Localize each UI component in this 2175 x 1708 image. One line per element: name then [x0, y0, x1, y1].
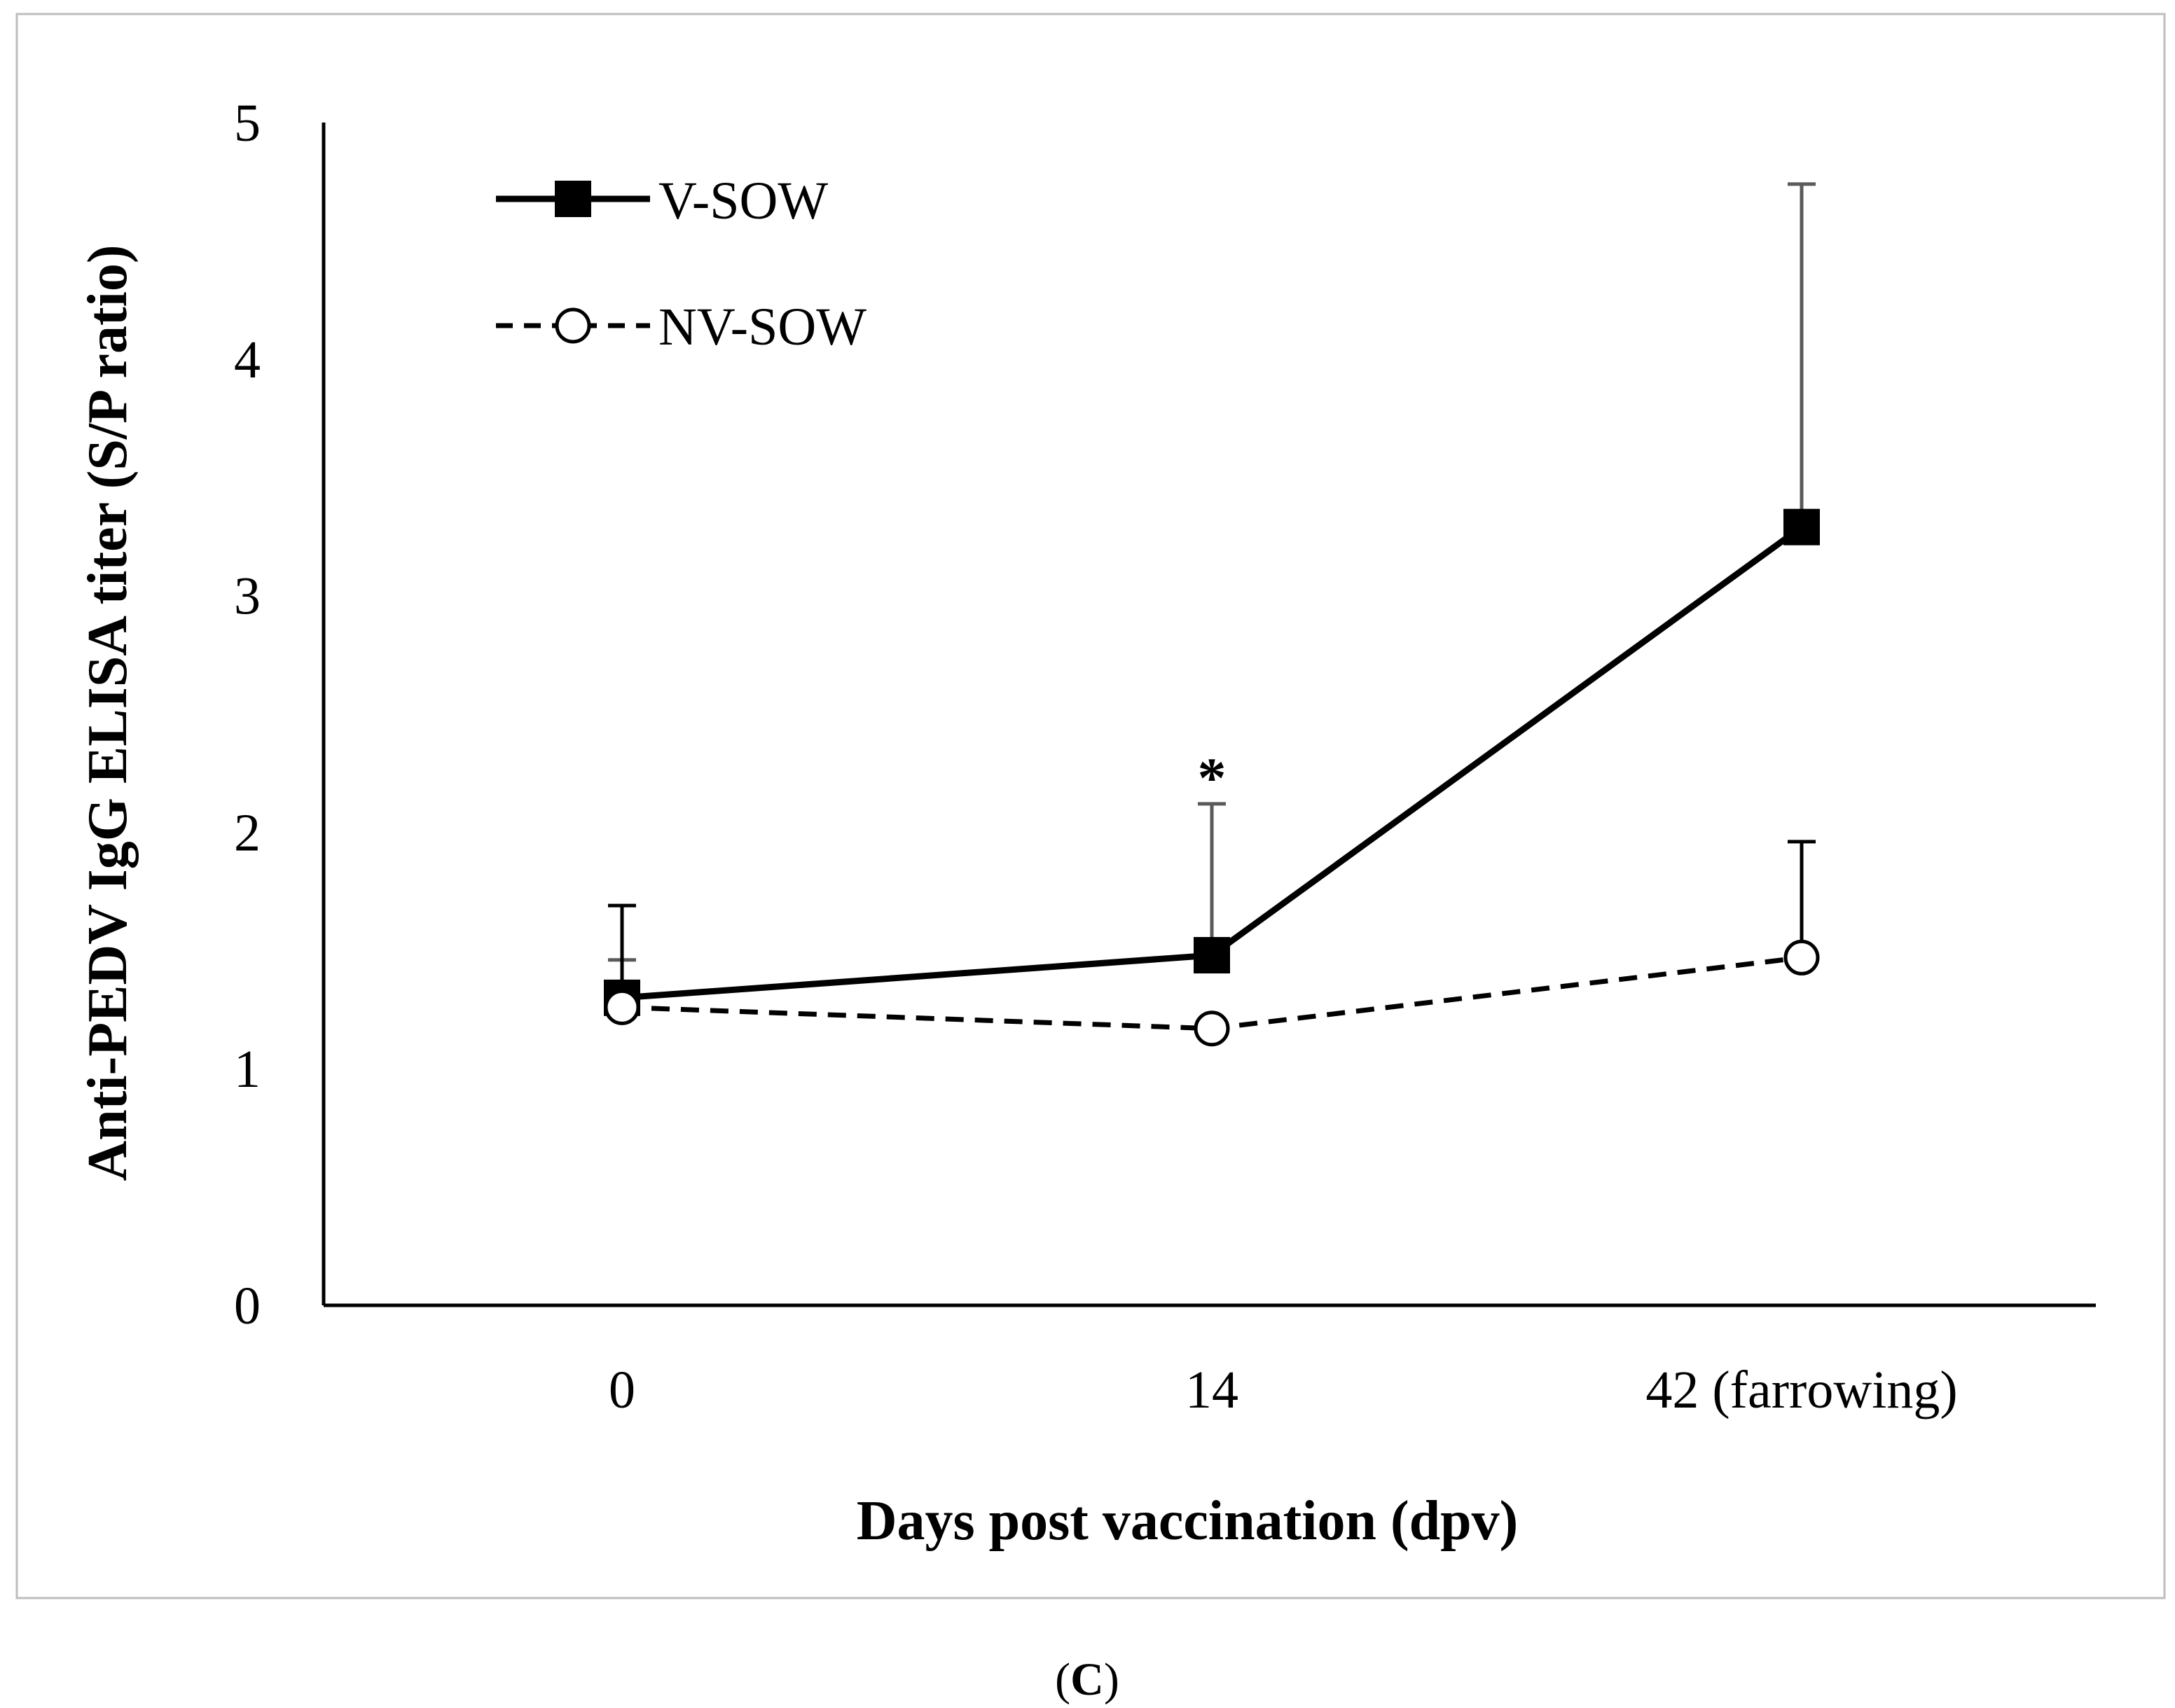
legend-label-v-sow: V-SOW — [658, 172, 828, 230]
panel-label-letter: C — [1070, 1654, 1104, 1705]
panel-label: (C) — [1055, 1654, 1119, 1705]
annotations: * — [1198, 746, 1227, 810]
error-bars — [608, 182, 1816, 1008]
data-point-nv-sow-14 — [1194, 1011, 1230, 1047]
y-tick-label-0: 0 — [234, 1277, 261, 1335]
significance-asterisk-0: * — [1198, 746, 1227, 810]
y-tick-labels: 0 1 2 3 4 5 — [234, 94, 261, 1335]
chart-plot: 0 1 2 3 4 5 0 14 42 (farrowing) * Anti-PEDV IgG… — [77, 94, 2096, 1552]
legend-entry-v-sow: V-SOW — [496, 172, 828, 230]
data-point-nv-sow-42-farrowing — [1783, 939, 1820, 975]
y-tick-label-4: 4 — [234, 331, 261, 389]
x-tick-label-42-farrowing: 42 (farrowing) — [1645, 1361, 1957, 1419]
legend-marker-nv-sow — [555, 307, 591, 344]
y-tick-label-3: 3 — [234, 567, 261, 626]
data-point-v-sow-42-farrowing — [1783, 508, 1820, 546]
panel-label-open: ( — [1055, 1654, 1070, 1705]
x-tick-labels: 0 14 42 (farrowing) — [609, 1361, 1958, 1419]
panel-label-close: ) — [1104, 1654, 1119, 1705]
data-point-v-sow-14 — [1194, 937, 1230, 974]
legend-marker-v-sow — [555, 181, 591, 217]
series-markers — [604, 508, 1820, 1047]
data-point-nv-sow-0 — [604, 989, 640, 1025]
x-tick-label-0: 0 — [609, 1361, 635, 1419]
x-axis-label: Days post vaccination (dpv) — [857, 1490, 1519, 1552]
legend-entry-nv-sow: NV-SOW — [496, 298, 866, 356]
y-tick-label-1: 1 — [234, 1040, 261, 1099]
legend-label-nv-sow: NV-SOW — [658, 298, 866, 356]
y-axis-label: Anti-PEDV IgG ELISA titer (S/P ratio) — [77, 244, 139, 1181]
y-tick-label-2: 2 — [234, 803, 261, 862]
figure-border — [15, 13, 2166, 1599]
y-tick-label-5: 5 — [234, 94, 261, 153]
x-tick-label-14: 14 — [1185, 1361, 1238, 1419]
legend: V-SOW NV-SOW — [496, 172, 866, 356]
